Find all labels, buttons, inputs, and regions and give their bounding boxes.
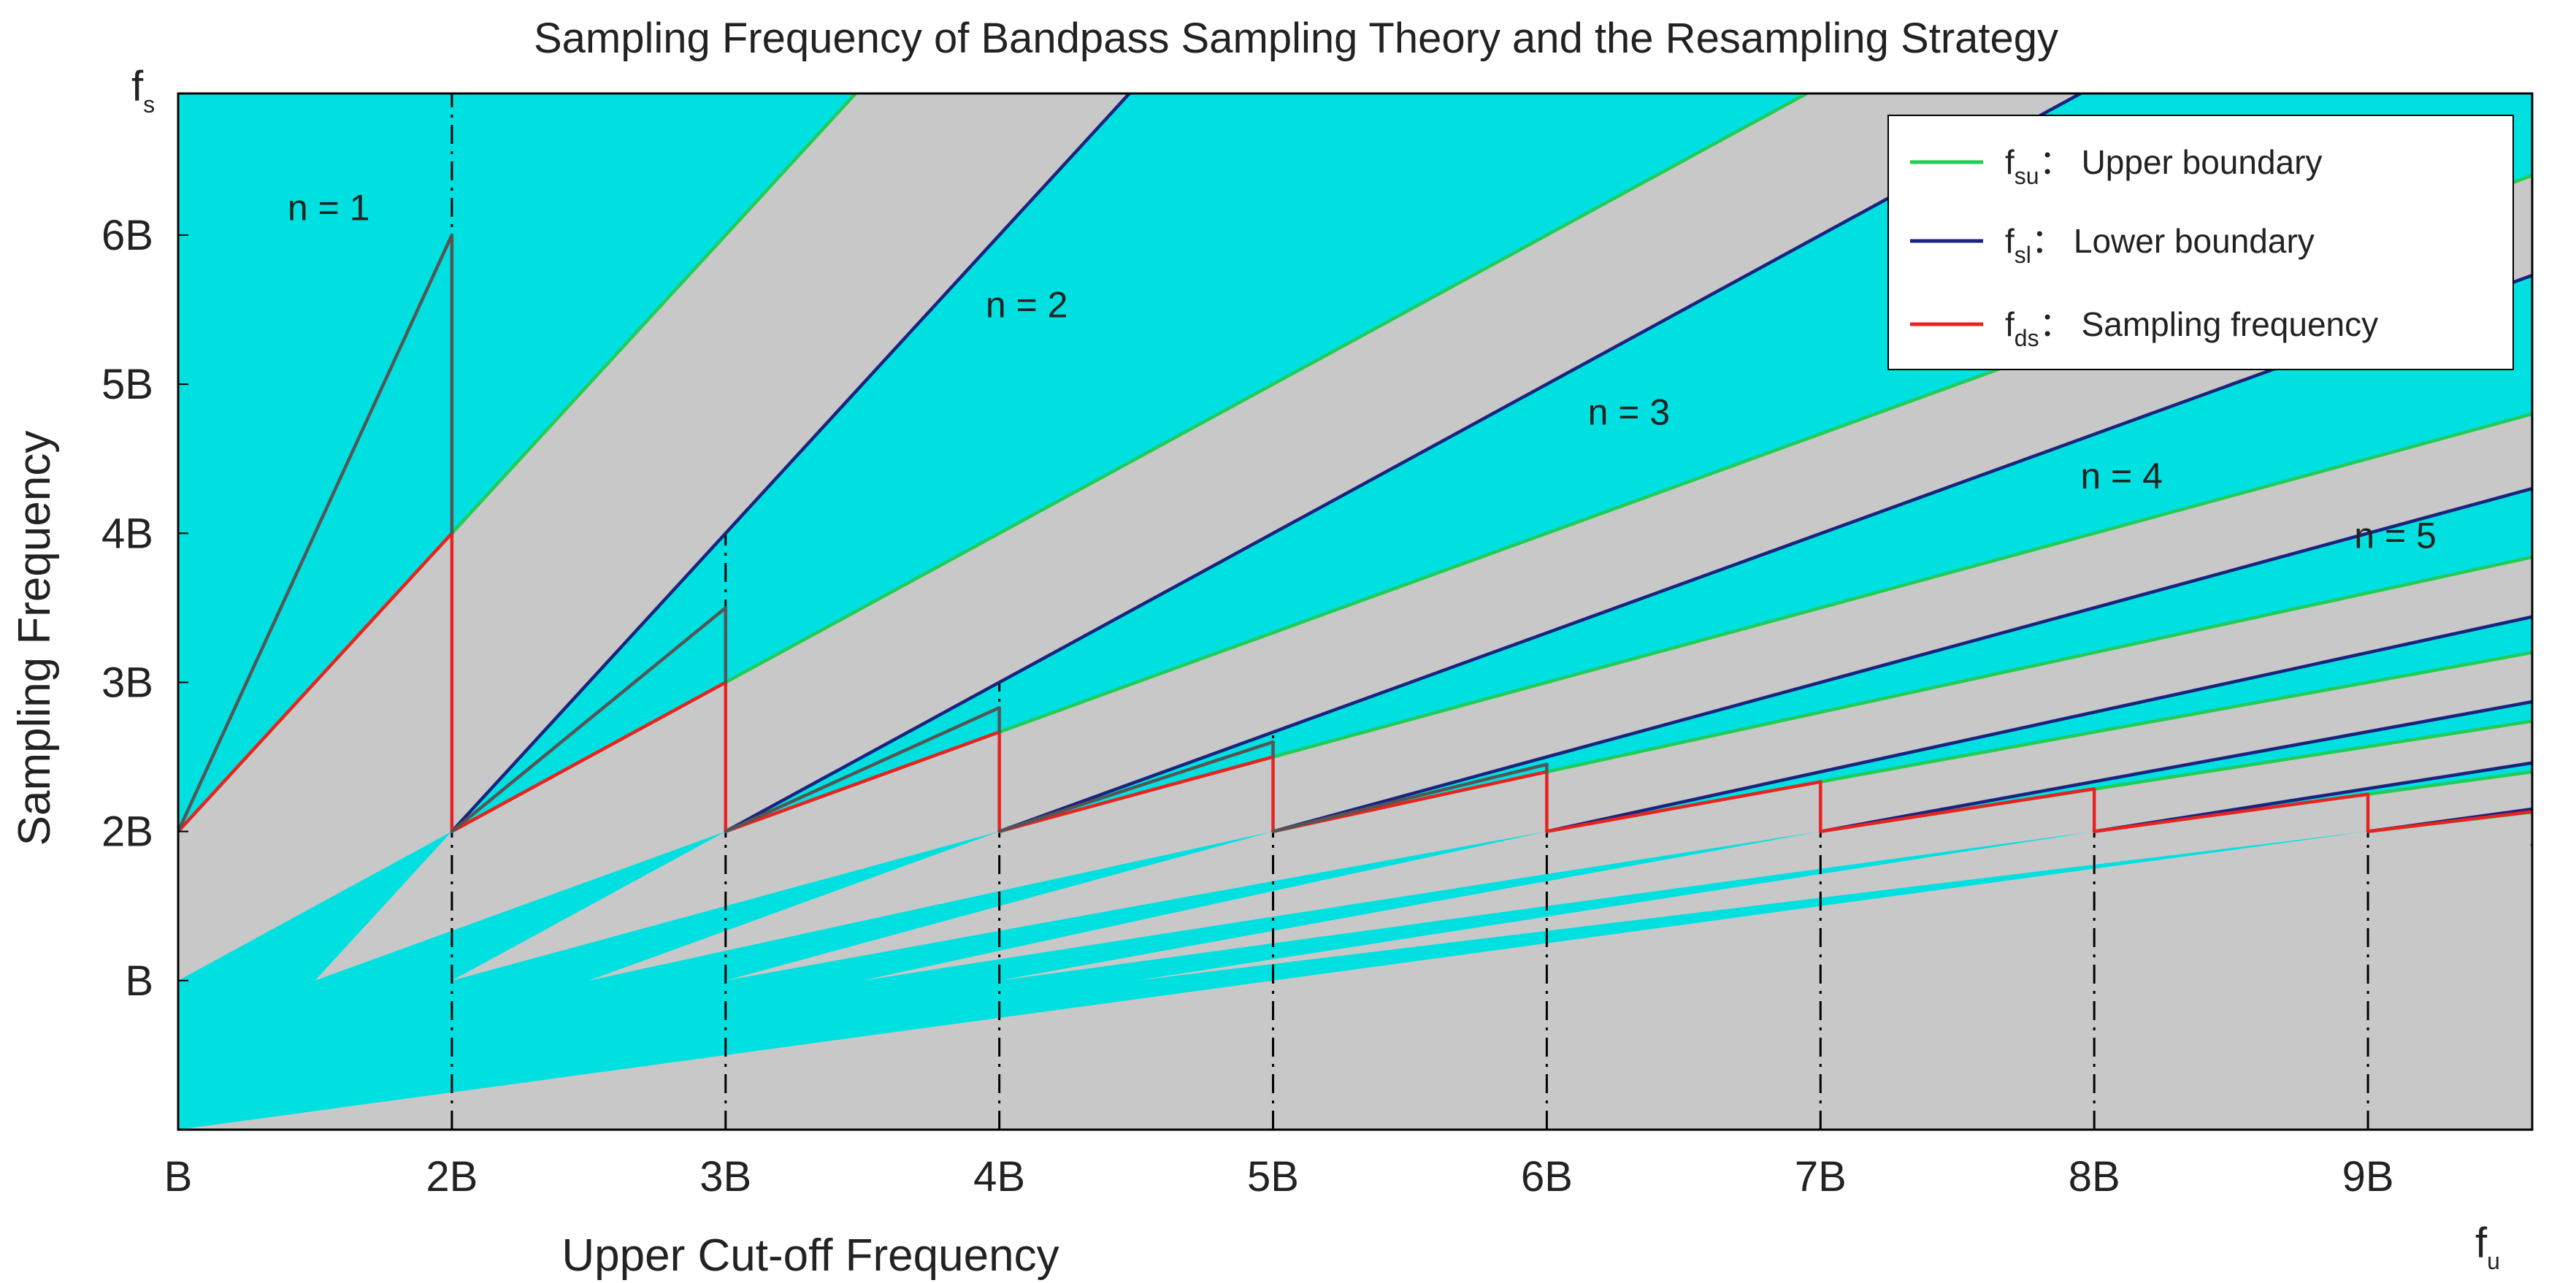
x-axis-label: Upper Cut-off Frequency	[561, 1230, 1059, 1281]
x-tick-label: 2B	[426, 1153, 478, 1200]
lower-boundary-line-n6	[1819, 700, 2532, 833]
x-tick-label: 7B	[1795, 1153, 1847, 1200]
y-tick-label: 3B	[101, 659, 153, 706]
y-tick-label: 4B	[101, 510, 153, 557]
lower-boundary-line-n9	[2530, 843, 2532, 847]
region-label: n = 3	[1588, 391, 1671, 432]
region-labels: n = 1 n = 2 n = 3 n = 4 n = 5	[288, 188, 2437, 556]
sampling-paths	[178, 233, 2532, 833]
y-axis-label: Sampling Frequency	[9, 431, 60, 846]
legend-label-lower: fsl： Lower boundary	[2005, 222, 2315, 268]
region-label: n = 2	[986, 284, 1068, 325]
sampling-segment-9	[2366, 810, 2532, 833]
resampling_path-segment-2	[450, 606, 728, 833]
x-tick-label: 4B	[973, 1153, 1025, 1200]
resampling_path-segment-5	[1271, 762, 1549, 833]
x-tick-label: 8B	[2069, 1153, 2120, 1200]
sampling-segment-3	[724, 730, 1001, 833]
x-axis-symbol: fu	[2475, 1219, 2500, 1274]
upper-boundary-line-n1	[178, 93, 858, 833]
upper-boundary-line-n2	[450, 93, 1811, 833]
legend-box	[1887, 115, 2514, 370]
region-label: n = 5	[2354, 516, 2437, 556]
x-ticks: B 2B 3B 4B 5B 6B 7B 8B 9B	[164, 1119, 2394, 1200]
resampling_path-segment-4	[997, 740, 1275, 833]
sampling-segment-8	[2092, 792, 2370, 833]
valid-region-n1	[178, 93, 856, 832]
legend-label-upper: fsu： Upper boundary	[2005, 143, 2322, 189]
lower-boundary-line-n5	[1545, 615, 2532, 833]
valid-region-n9	[178, 809, 2532, 1130]
sampling-segment-1	[178, 532, 454, 833]
region-label: n = 1	[288, 188, 370, 229]
x-tick-label: 6B	[1521, 1153, 1573, 1200]
sampling-segment-4	[997, 755, 1275, 833]
lower-boundary-line-n2	[724, 93, 2085, 833]
region-label: n = 4	[2080, 456, 2163, 497]
valid-region-n2	[178, 93, 1807, 1130]
lower-boundary-line-n4	[1271, 486, 2532, 833]
plot-frame	[177, 92, 2534, 1131]
y-tick-label: B	[125, 957, 153, 1005]
lower-boundary-line-n1	[450, 93, 1132, 833]
x-tick-label: B	[164, 1153, 193, 1200]
legend-label-sampling: fds： Sampling frequency	[2005, 305, 2378, 351]
x-tick-label: 5B	[1247, 1153, 1299, 1200]
y-ticks: B 2B 3B 4B 5B 6B	[101, 212, 188, 1005]
sampling-segment-7	[1819, 787, 2096, 833]
resampling_path-segment-1	[178, 233, 454, 833]
legend: fsu： Upper boundary fsl： Lower boundary fd…	[1887, 115, 2514, 370]
y-tick-label: 2B	[101, 808, 153, 856]
resampling_path-segment-3	[724, 705, 1001, 833]
x-tick-label: 9B	[2342, 1153, 2394, 1200]
valid-region-n4	[178, 275, 2532, 1130]
y-tick-label: 6B	[101, 212, 153, 259]
x-tick-label: 3B	[699, 1153, 751, 1200]
y-tick-label: 5B	[101, 361, 153, 408]
chart-title: Sampling Frequency of Bandpass Sampling …	[534, 15, 2058, 62]
y-axis-symbol: fs	[131, 63, 155, 118]
sampling-segment-6	[1545, 780, 1822, 833]
sampling-segment-2	[450, 681, 728, 833]
